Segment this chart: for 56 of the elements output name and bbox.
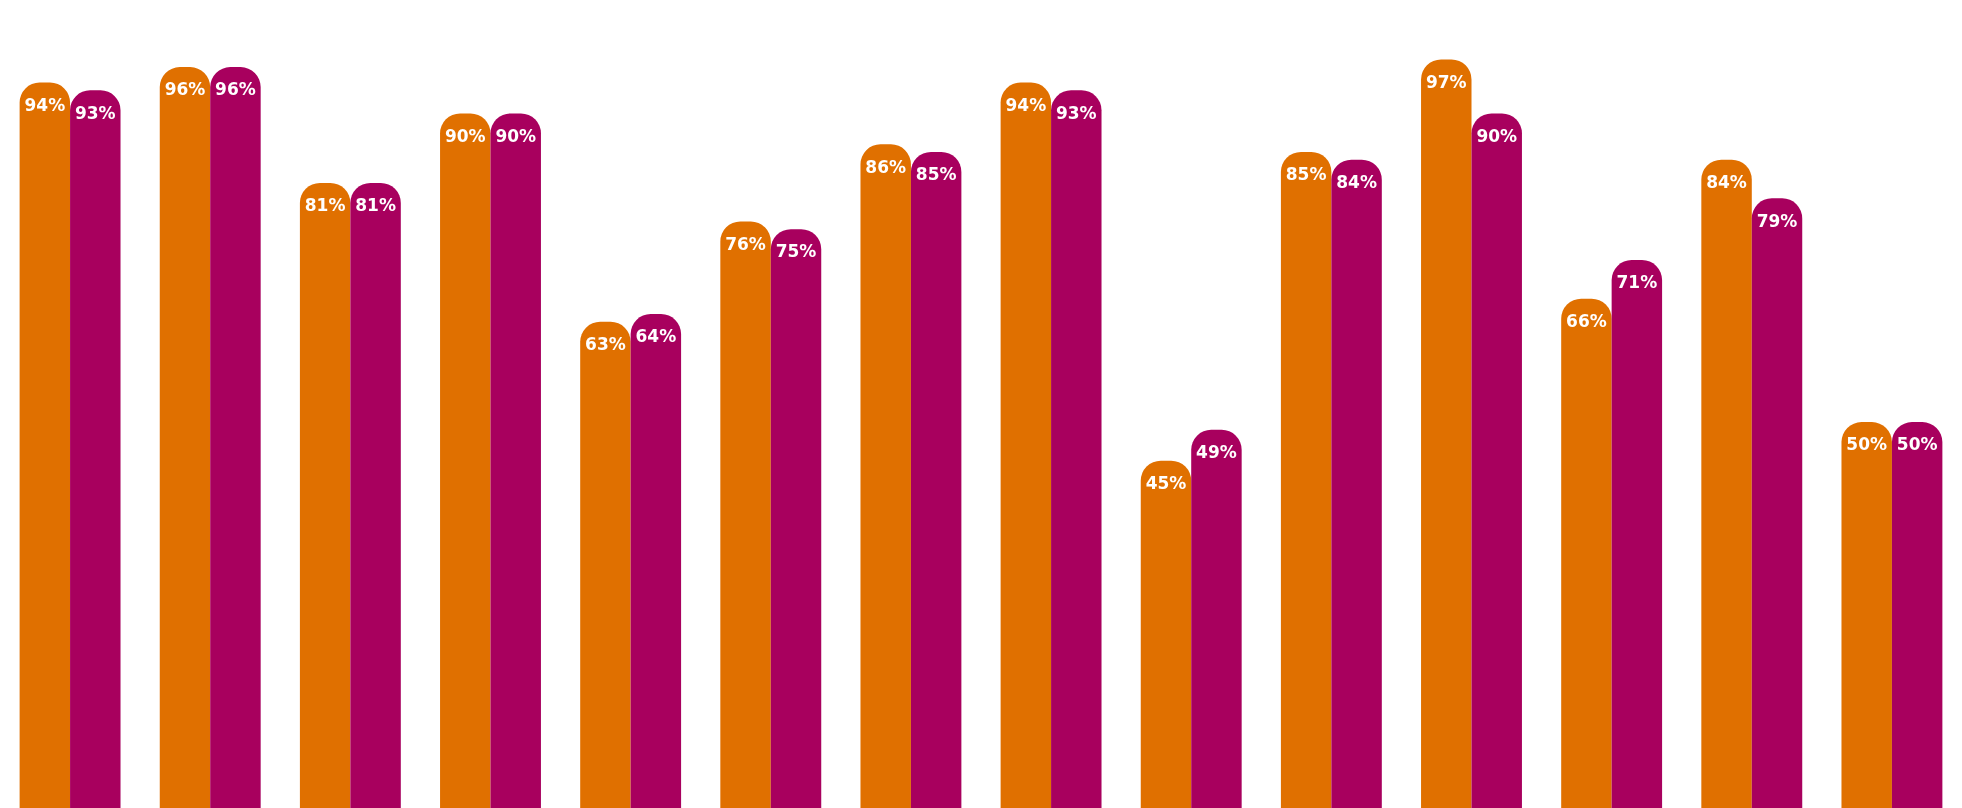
data-label: 81% — [355, 195, 396, 216]
bar — [1051, 90, 1102, 808]
data-label: 45% — [1145, 472, 1187, 493]
data-label: 93% — [1055, 102, 1097, 123]
data-label: 81% — [304, 195, 346, 216]
data-label: 94% — [1005, 94, 1047, 115]
bar — [1191, 429, 1242, 808]
bar — [910, 152, 962, 808]
bar — [1471, 113, 1522, 808]
bar — [1421, 59, 1472, 808]
bar — [1701, 159, 1752, 808]
bar — [860, 144, 911, 808]
data-label: 64% — [635, 326, 677, 347]
data-label: 85% — [1285, 164, 1327, 185]
bar — [159, 67, 211, 808]
bar — [19, 82, 71, 808]
data-label: 75% — [775, 241, 817, 262]
data-label: 97% — [1425, 71, 1467, 92]
data-label: 86% — [865, 156, 907, 177]
bar — [490, 113, 541, 808]
bar — [1280, 152, 1332, 808]
bar — [1561, 298, 1612, 808]
bar — [1841, 422, 1892, 808]
data-label: 93% — [74, 102, 116, 123]
data-label: 96% — [215, 79, 256, 100]
bar — [630, 314, 682, 808]
bar — [770, 229, 822, 808]
data-label: 90% — [444, 125, 486, 146]
bar — [580, 321, 631, 808]
data-label: 50% — [1846, 434, 1888, 455]
bar — [1891, 422, 1943, 808]
bar — [210, 67, 261, 808]
bar — [1751, 198, 1803, 808]
data-label: 85% — [915, 164, 957, 185]
bar — [720, 221, 771, 808]
data-label: 71% — [1616, 272, 1658, 293]
bar — [1140, 460, 1192, 808]
bar — [350, 182, 401, 808]
data-label: 66% — [1566, 310, 1607, 331]
data-label: 84% — [1706, 171, 1747, 192]
data-label: 63% — [585, 334, 626, 355]
data-label: 94% — [24, 94, 66, 115]
bar — [70, 90, 121, 808]
bar — [1000, 82, 1052, 808]
bar — [1331, 159, 1382, 808]
data-label: 84% — [1336, 171, 1377, 192]
data-label: 76% — [725, 233, 766, 254]
bar — [299, 182, 351, 808]
data-label: 50% — [1896, 434, 1938, 455]
data-label: 96% — [164, 79, 206, 100]
data-label: 90% — [495, 125, 537, 146]
data-label: 90% — [1476, 125, 1518, 146]
data-label: 49% — [1196, 442, 1237, 463]
bar — [1611, 260, 1663, 808]
bar — [440, 113, 491, 808]
data-label: 79% — [1756, 210, 1798, 231]
